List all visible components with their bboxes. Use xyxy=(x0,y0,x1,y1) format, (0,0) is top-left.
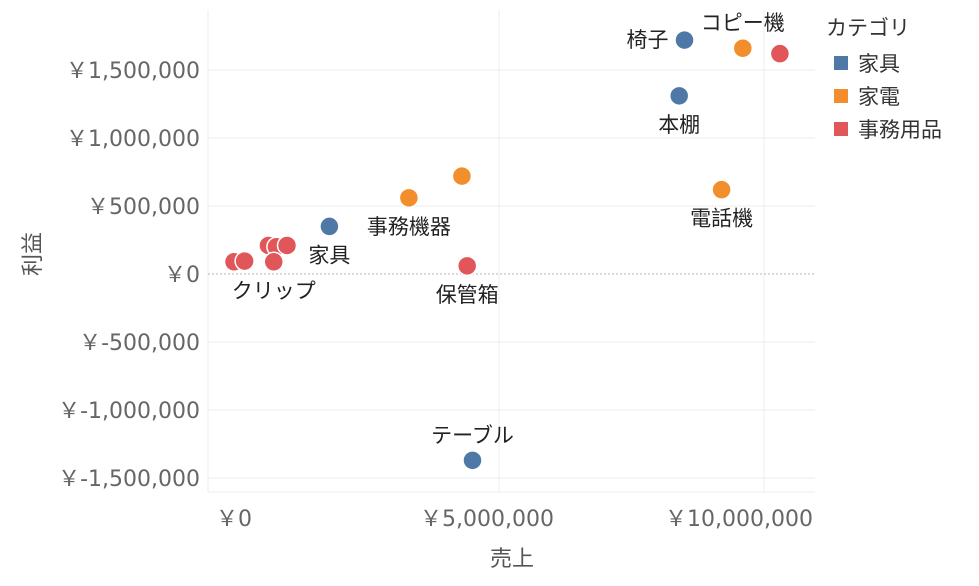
legend-item-label: 家電 xyxy=(858,85,900,109)
y-tick-label: ￥-1,500,000 xyxy=(58,467,200,492)
point-label: テーブル xyxy=(431,423,514,447)
point-label: 本棚 xyxy=(658,113,700,137)
scatter-point xyxy=(234,250,255,272)
legend-item-label: 事務用品 xyxy=(858,118,942,142)
legend-title: カテゴリ xyxy=(826,16,910,40)
point-label: コピー機 xyxy=(701,11,785,35)
x-tick-label: ￥10,000,000 xyxy=(665,507,813,532)
point-label: 家具 xyxy=(308,243,350,267)
scatter-point xyxy=(668,85,690,107)
scatter-point xyxy=(276,235,298,256)
point-label: 保管箱 xyxy=(436,283,499,307)
y-tick-label: ￥-500,000 xyxy=(79,331,200,356)
scatter-point xyxy=(319,216,340,237)
scatter-point xyxy=(711,179,732,200)
y-tick-label: ￥0 xyxy=(164,263,200,288)
legend-swatch xyxy=(834,122,848,136)
point-label: 電話機 xyxy=(690,207,753,231)
scatter-point xyxy=(263,251,284,273)
y-tick-label: ￥-1,000,000 xyxy=(58,399,200,424)
scatter-point xyxy=(398,187,420,209)
scatter-point xyxy=(456,255,478,277)
grid-layer xyxy=(207,10,815,493)
y-tick-label: ￥1,500,000 xyxy=(66,59,200,84)
scatter-point xyxy=(451,165,473,187)
legend-item-label: 家具 xyxy=(858,52,900,76)
y-axis-title: 利益 xyxy=(21,232,46,276)
points-layer xyxy=(223,29,791,471)
legend-swatch xyxy=(834,89,848,103)
point-label: クリップ xyxy=(232,279,316,303)
y-tick-label: ￥500,000 xyxy=(87,195,200,220)
x-axis-title: 売上 xyxy=(490,547,534,572)
point-label: 椅子 xyxy=(627,28,669,52)
scatter-point xyxy=(462,450,483,471)
scatter-point xyxy=(769,43,791,64)
x-tick-label: ￥5,000,000 xyxy=(420,507,554,532)
y-tick-label: ￥1,000,000 xyxy=(66,127,200,152)
legend-swatch xyxy=(834,56,848,70)
scatter-point xyxy=(732,37,754,59)
point-label: 事務機器 xyxy=(367,215,451,239)
x-tick-label: ￥0 xyxy=(216,507,252,532)
axis-layer: ￥1,500,000 ￥1,000,000 ￥500,000 ￥0 ￥-500,000 ￥… xyxy=(58,59,813,532)
scatter-point xyxy=(674,29,695,51)
